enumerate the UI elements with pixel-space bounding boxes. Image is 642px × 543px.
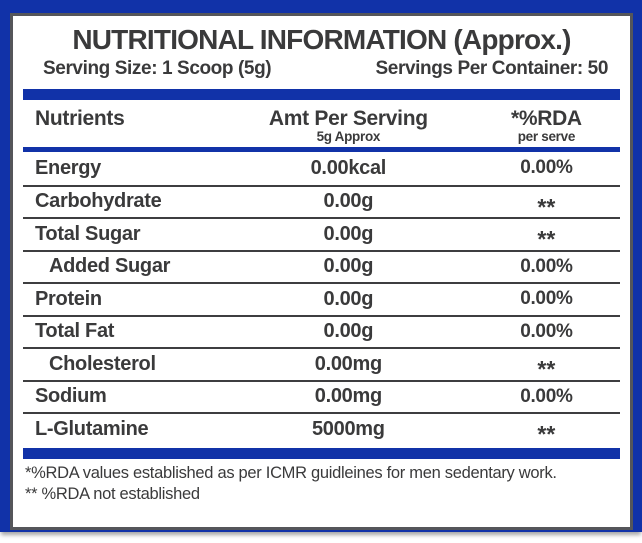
table-row: Total Fat 0.00g 0.00% [23,314,620,348]
column-header-amt-sublabel: 5g Approx [316,129,381,145]
nutrient-rows: Energy 0.00kcal 0.00% Carbohydrate 0.00g… [23,152,620,446]
nutrition-label-inner: NUTRITIONAL INFORMATION (Approx.) Servin… [10,13,633,530]
serving-size-text: Serving Size: 1 Scoop (5g) [43,58,272,80]
table-row: Sodium 0.00mg 0.00% [23,379,620,413]
column-header-rda: *%RDA per serve [459,107,620,144]
footnotes: *%RDA values established as per ICMR gui… [23,459,620,507]
header-divider-bar [23,147,620,153]
table-row: Cholesterol 0.00mg ** [23,347,620,381]
table-row: Carbohydrate 0.00g ** [23,184,620,218]
table-row: L-Glutamine 5000mg ** [23,412,620,446]
column-header-nutrients: Nutrients [35,107,125,131]
nutrient-name: Carbohydrate [35,190,162,213]
nutrient-rda: 0.00% [520,157,573,179]
bottom-divider-bar [23,447,620,459]
nutrient-name: Energy [35,156,102,179]
table-row: Added Sugar 0.00g 0.00% [23,249,620,283]
top-divider-bar [23,89,620,101]
column-header-rda-sublabel: per serve [517,129,576,145]
nutrient-amount: 0.00g [323,255,374,278]
servings-per-container-text: Servings Per Container: 50 [375,58,609,80]
column-header-amt: Amt Per Serving 5g Approx [238,107,459,144]
nutrient-name: Added Sugar [49,255,171,278]
nutrient-amount: 0.00g [323,190,374,213]
nutrient-amount: 0.00g [323,320,374,343]
table-row: Energy 0.00kcal 0.00% [23,152,620,185]
footnote-not-established: ** %RDA not established [25,485,200,504]
nutrient-name: Total Sugar [35,222,141,245]
table-row: Protein 0.00g 0.00% [23,282,620,315]
table-row: Total Sugar 0.00g ** [23,217,620,251]
nutrient-amount: 0.00g [323,287,374,310]
nutrient-rda: 0.00% [520,255,573,277]
column-header-amt-label: Amt Per Serving [268,107,428,131]
nutrient-rda: 0.00% [520,320,573,342]
nutrient-amount: 0.00mg [314,352,382,375]
nutrient-amount: 0.00g [323,222,374,245]
nutrient-amount: 0.00kcal [310,156,387,179]
nutrient-amount: 0.00mg [314,385,382,408]
serving-info-row: Serving Size: 1 Scoop (5g) Servings Per … [23,56,620,80]
nutrient-name: Cholesterol [49,352,156,375]
nutrient-name: Sodium [35,385,107,408]
table-header: Nutrients Amt Per Serving 5g Approx *%RD… [23,100,620,144]
nutrient-rda: 0.00% [520,288,573,310]
column-header-rda-label: *%RDA [510,107,582,131]
nutrient-rda: 0.00% [520,385,573,407]
footnote-rda-values: *%RDA values established as per ICMR gui… [25,463,557,482]
label-title: NUTRITIONAL INFORMATION (Approx.) [72,24,571,55]
nutrient-name: Total Fat [35,320,115,343]
nutrient-name: Protein [35,287,102,310]
nutrient-name: L-Glutamine [35,417,149,440]
nutrition-label: NUTRITIONAL INFORMATION (Approx.) Servin… [0,0,642,532]
nutrient-amount: 5000mg [311,417,385,440]
